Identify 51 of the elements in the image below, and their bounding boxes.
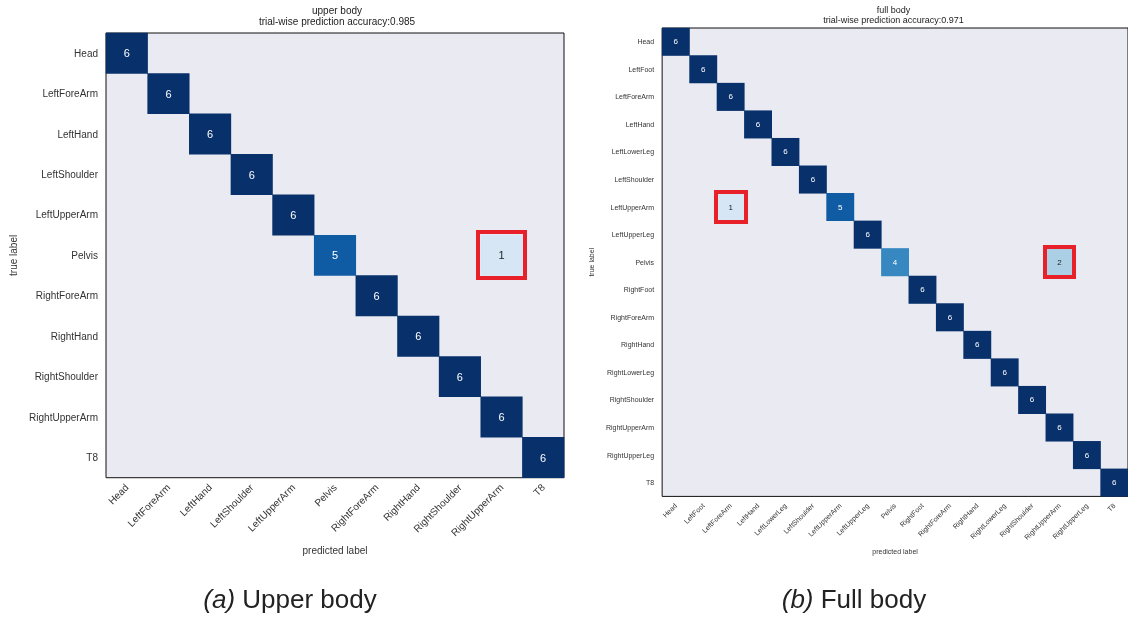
chart-subtitle: trial-wise prediction accuracy:0.985 <box>258 15 416 27</box>
y-tick-label: RightForeArm <box>35 290 98 302</box>
data-label: 6 <box>415 330 422 343</box>
y-tick-label: RightHand <box>50 330 98 342</box>
data-label: 1 <box>498 249 505 262</box>
text: (a) Upper body <box>202 584 378 615</box>
data-label: 6 <box>810 175 816 185</box>
y-tick-label: T8 <box>86 452 99 463</box>
chart-subtitle: trial-wise prediction accuracy:0.971 <box>823 14 964 25</box>
data-label: 6 <box>165 87 172 100</box>
data-label: 1 <box>728 202 734 212</box>
data-label: 6 <box>755 119 761 129</box>
data-label: 6 <box>975 340 981 350</box>
data-label: 6 <box>123 47 130 60</box>
data-label: 2 <box>1057 257 1063 267</box>
data-label: 6 <box>947 312 953 322</box>
data-label: 6 <box>783 147 789 157</box>
data-label: 6 <box>540 451 547 464</box>
data-label: 6 <box>456 370 463 383</box>
chart-title: upper body <box>311 4 363 16</box>
x-tick-label: T8 <box>531 481 548 498</box>
y-tick-label: RightShoulder <box>34 371 99 383</box>
x-axis-title: predicted label <box>302 544 368 556</box>
y-axis-title: true label <box>7 234 19 276</box>
data-label: 6 <box>701 64 707 74</box>
data-label: 6 <box>728 92 734 102</box>
y-tick-label: LeftShoulder <box>41 169 99 180</box>
data-label: 6 <box>1057 423 1063 433</box>
data-label: 6 <box>865 230 871 240</box>
data-label: 6 <box>1112 478 1118 488</box>
data-label: 6 <box>1002 367 1008 377</box>
data-label: 5 <box>838 202 844 212</box>
data-label: 5 <box>331 249 339 262</box>
chart-title: full body <box>876 4 911 15</box>
data-label: 6 <box>673 37 679 47</box>
data-label: 6 <box>498 411 505 424</box>
y-tick-label: Pelvis <box>71 249 98 261</box>
data-label: 6 <box>207 128 214 141</box>
data-label: 6 <box>1084 450 1090 460</box>
y-tick-label: LeftUpperArm <box>35 209 98 221</box>
y-tick-label: LeftHand <box>57 128 98 140</box>
text: (b) Full body <box>780 584 928 615</box>
y-tick-label: Head <box>74 47 98 59</box>
data-label: 4 <box>892 257 898 267</box>
data-label: 6 <box>248 168 255 181</box>
y-tick-label: LeftForeArm <box>42 88 98 100</box>
data-label: 6 <box>1029 395 1035 405</box>
data-label: 6 <box>920 285 926 295</box>
data-label: 6 <box>373 289 380 302</box>
y-tick-label: RightUpperArm <box>29 411 98 423</box>
data-label: 6 <box>290 208 297 221</box>
